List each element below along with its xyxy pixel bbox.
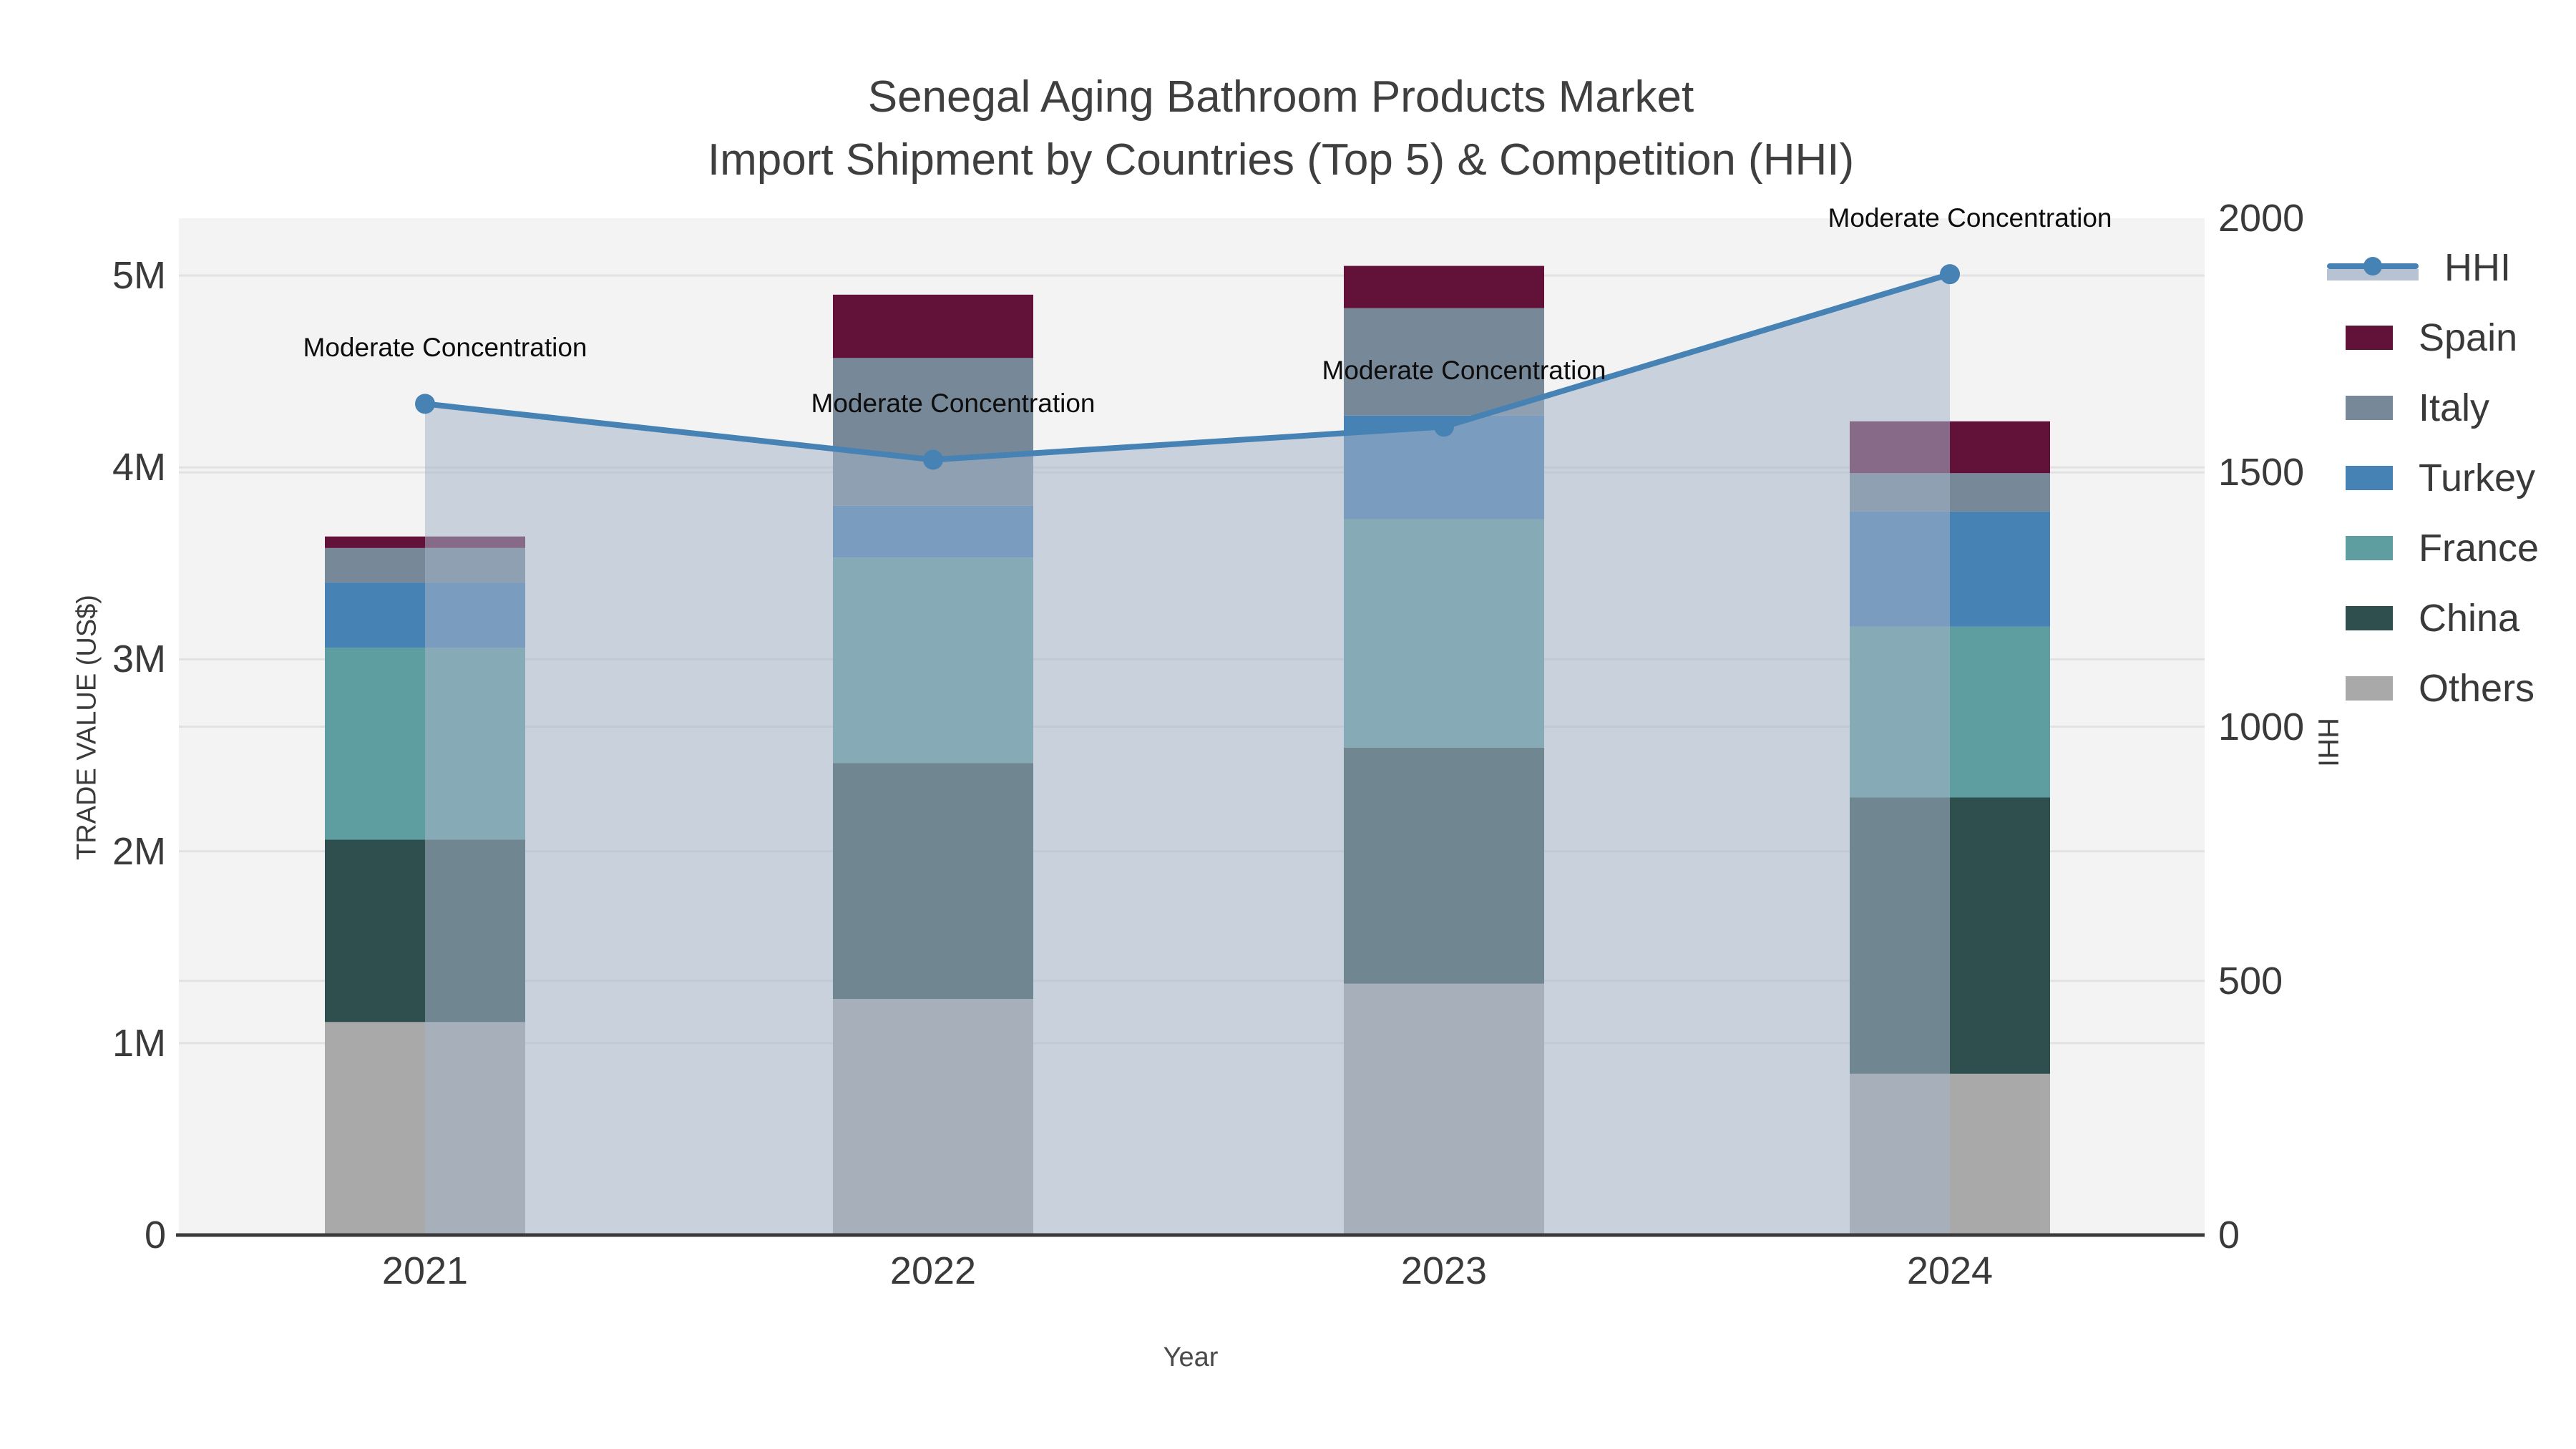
- x-tick-2022: 2022: [889, 1249, 977, 1292]
- hhi-marker-2023: [1434, 416, 1454, 437]
- left-tick-5M: 5M: [112, 254, 166, 297]
- right-tick-500: 500: [2218, 959, 2283, 1002]
- chart-title-line1: Senegal Aging Bathroom Products Market: [867, 72, 1694, 122]
- hhi-marker-2022: [923, 449, 943, 470]
- legend-item-italy: Italy: [2327, 384, 2489, 432]
- right-tick-2000: 2000: [2218, 197, 2305, 240]
- right-tick-1500: 1500: [2218, 451, 2305, 494]
- legend-swatch-turkey: [2346, 466, 2393, 490]
- legend-label-italy: Italy: [2419, 386, 2490, 429]
- left-tick-3M: 3M: [112, 638, 166, 681]
- hhi-marker-2021: [415, 394, 435, 414]
- left-tick-2M: 2M: [112, 829, 166, 873]
- left-tick-4M: 4M: [112, 446, 166, 489]
- legend-label-france: France: [2419, 527, 2540, 570]
- hhi-marker-2024: [1940, 264, 1960, 285]
- chart-title: Senegal Aging Bathroom Products Market I…: [0, 66, 2562, 192]
- x-tick-2021: 2021: [381, 1249, 469, 1292]
- legend-item-hhi: HHI: [2327, 243, 2511, 292]
- legend-swatch-italy: [2346, 396, 2393, 420]
- annotation-2023: Moderate Concentration: [1322, 356, 1606, 386]
- legend-item-others: Others: [2327, 664, 2534, 713]
- chart-title-line2: Import Shipment by Countries (Top 5) & C…: [707, 135, 1855, 185]
- left-tick-0: 0: [144, 1214, 166, 1257]
- bar-segment-italy-2023: [1344, 308, 1544, 416]
- annotation-2024: Moderate Concentration: [1828, 203, 2112, 233]
- legend-item-turkey: Turkey: [2327, 454, 2535, 502]
- legend-swatch-china: [2346, 606, 2393, 630]
- legend-label-others: Others: [2419, 667, 2535, 710]
- annotation-2021: Moderate Concentration: [303, 333, 587, 363]
- x-axis-title: Year: [1163, 1342, 1219, 1372]
- legend-swatch-france: [2346, 536, 2393, 560]
- right-tick-0: 0: [2218, 1214, 2240, 1257]
- bar-segment-spain-2022: [833, 294, 1033, 358]
- hhi-area-fill: [425, 274, 1950, 1235]
- legend-label-china: China: [2419, 597, 2520, 640]
- bar-segment-spain-2023: [1344, 265, 1544, 308]
- legend-label-turkey: Turkey: [2419, 457, 2536, 499]
- legend-label-hhi: HHI: [2444, 246, 2511, 289]
- annotation-2022: Moderate Concentration: [811, 389, 1096, 419]
- left-axis-title: TRADE VALUE (US$): [72, 595, 102, 860]
- legend-hhi-line-icon: [2327, 253, 2419, 282]
- left-tick-1M: 1M: [112, 1021, 166, 1065]
- legend-item-china: China: [2327, 594, 2519, 643]
- right-tick-1000: 1000: [2218, 705, 2305, 748]
- legend-label-spain: Spain: [2419, 316, 2518, 359]
- legend-swatch-spain: [2346, 326, 2393, 350]
- legend-item-france: France: [2327, 524, 2539, 572]
- hhi-line: [424, 271, 1951, 463]
- legend-item-spain: Spain: [2327, 313, 2517, 362]
- x-tick-2024: 2024: [1906, 1249, 1994, 1292]
- legend-swatch-others: [2346, 676, 2393, 701]
- x-tick-2023: 2023: [1400, 1249, 1488, 1292]
